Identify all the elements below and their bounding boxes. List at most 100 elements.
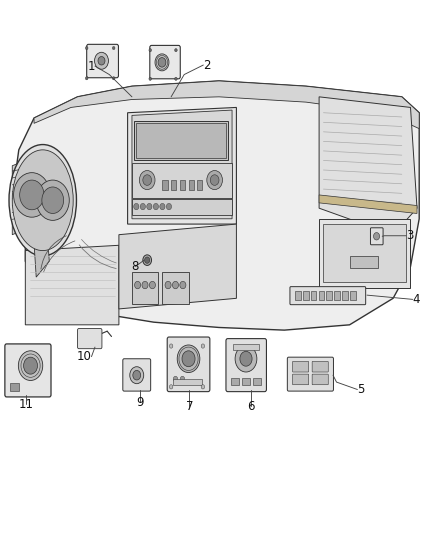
FancyBboxPatch shape [312,361,328,372]
Polygon shape [25,245,119,325]
Circle shape [210,175,219,185]
Polygon shape [14,81,419,330]
Circle shape [240,351,252,366]
Circle shape [175,77,177,80]
Polygon shape [34,229,49,277]
Circle shape [18,351,43,381]
Polygon shape [127,108,237,224]
Bar [342,291,348,301]
Polygon shape [12,160,25,235]
Circle shape [14,173,50,217]
Circle shape [180,281,186,289]
Circle shape [36,180,69,220]
Bar [162,272,188,304]
Bar [319,219,410,288]
Polygon shape [319,97,417,235]
Circle shape [173,281,179,289]
Circle shape [142,281,148,289]
FancyBboxPatch shape [287,357,333,391]
Circle shape [134,204,139,210]
Text: 6: 6 [247,400,254,413]
Circle shape [139,171,155,190]
Circle shape [149,77,152,80]
Polygon shape [119,224,237,309]
Circle shape [133,370,141,380]
Circle shape [145,257,150,263]
Bar [334,291,340,301]
Polygon shape [132,110,232,219]
Circle shape [207,171,223,190]
Circle shape [201,344,205,348]
FancyBboxPatch shape [123,359,151,391]
Circle shape [20,180,44,210]
Circle shape [175,49,177,52]
FancyBboxPatch shape [312,374,328,385]
Bar [242,378,250,385]
Text: 3: 3 [406,229,413,242]
Text: 7: 7 [186,400,193,413]
Text: 8: 8 [132,260,139,273]
Bar [303,291,309,301]
FancyBboxPatch shape [290,287,366,305]
Circle shape [149,49,152,52]
FancyBboxPatch shape [167,337,210,392]
Bar [319,291,324,301]
Circle shape [158,58,166,67]
Bar [132,199,232,215]
Bar [132,272,158,304]
Polygon shape [34,81,419,128]
Circle shape [182,351,195,367]
Text: 10: 10 [77,350,92,363]
FancyBboxPatch shape [226,338,266,392]
Bar [231,378,239,385]
FancyBboxPatch shape [5,344,51,397]
Ellipse shape [12,150,73,251]
FancyBboxPatch shape [78,328,102,349]
Circle shape [235,345,257,372]
Bar [132,163,232,198]
Circle shape [143,175,152,185]
Circle shape [177,345,200,373]
Bar [162,180,168,190]
Circle shape [130,367,144,384]
Circle shape [180,376,185,382]
Circle shape [374,232,380,240]
FancyBboxPatch shape [87,44,118,78]
Circle shape [113,46,115,50]
Bar [173,379,201,385]
Bar [311,291,317,301]
Bar [134,120,228,160]
Circle shape [149,281,155,289]
Circle shape [170,344,173,348]
Bar [136,123,226,158]
Circle shape [95,52,109,69]
Circle shape [134,281,141,289]
FancyBboxPatch shape [293,361,309,372]
Circle shape [143,255,152,265]
Bar [350,256,378,268]
Circle shape [85,77,88,80]
Circle shape [140,204,145,210]
Text: 1: 1 [88,60,95,72]
Bar [180,180,185,190]
Polygon shape [319,195,417,214]
Bar [10,383,19,391]
Circle shape [85,46,88,50]
Bar [323,224,406,282]
Circle shape [160,204,165,210]
Circle shape [24,357,38,374]
Text: 4: 4 [413,293,420,306]
Bar [233,344,259,350]
FancyBboxPatch shape [293,374,309,385]
Ellipse shape [9,144,77,256]
FancyBboxPatch shape [150,45,180,79]
Circle shape [147,204,152,210]
Bar [350,291,356,301]
Text: 2: 2 [203,59,211,71]
FancyBboxPatch shape [371,228,383,245]
Bar [188,180,194,190]
Circle shape [173,376,178,382]
Circle shape [166,204,172,210]
Bar [253,378,261,385]
Text: 5: 5 [357,383,365,396]
